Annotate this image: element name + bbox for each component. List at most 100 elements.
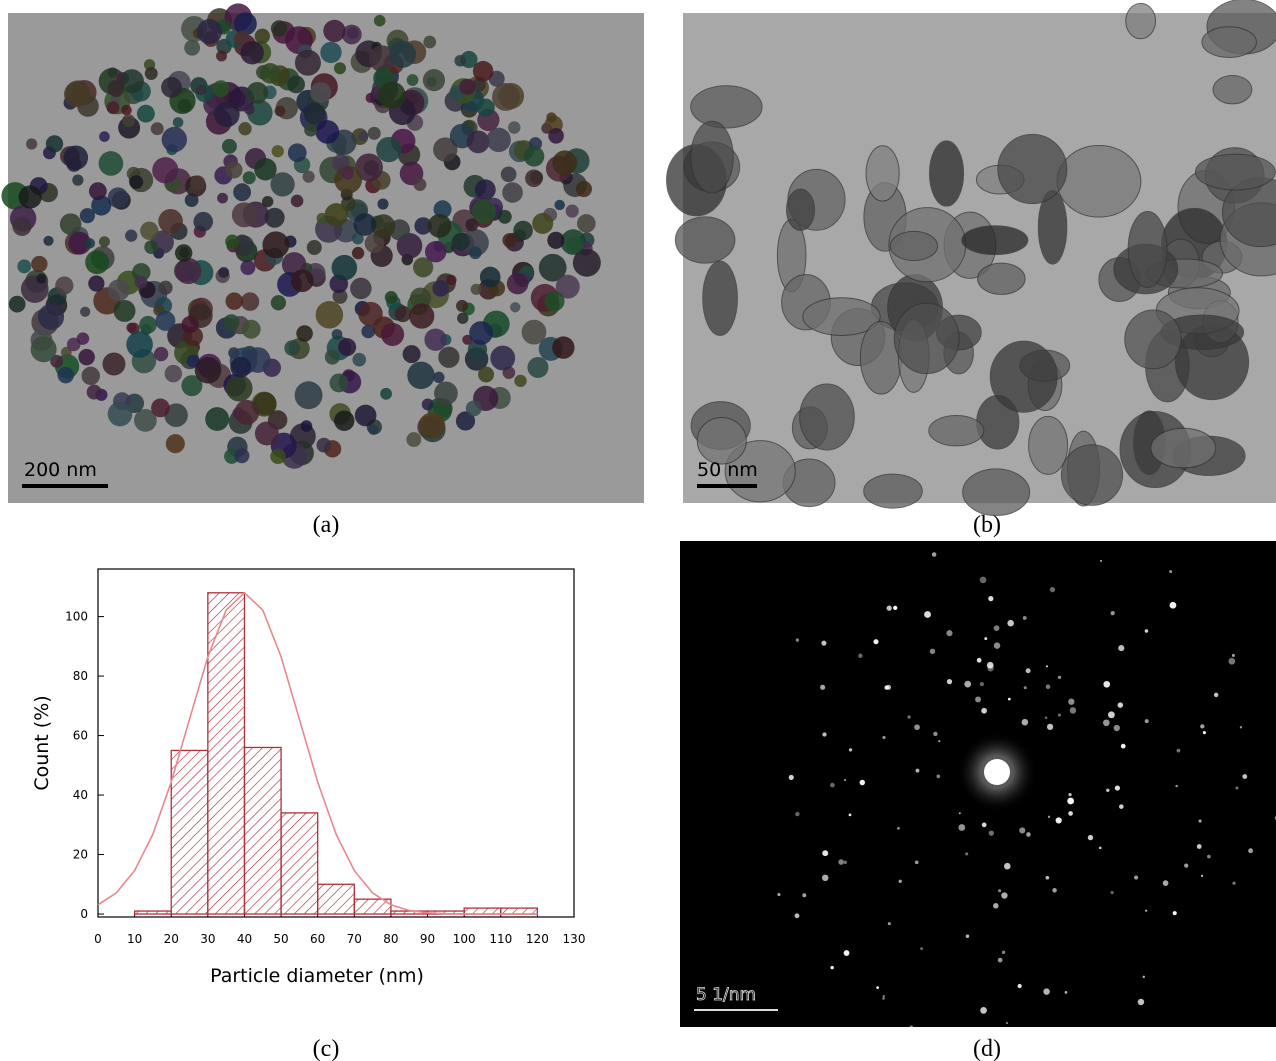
spot xyxy=(1197,844,1202,849)
spot xyxy=(1240,726,1242,728)
spot xyxy=(1068,793,1071,796)
particle xyxy=(212,80,229,97)
particle xyxy=(894,303,959,373)
x-tick-label: 10 xyxy=(127,932,142,946)
spot xyxy=(1046,876,1050,880)
particle xyxy=(554,200,564,210)
spot xyxy=(1043,988,1050,995)
spot xyxy=(924,611,931,618)
particle xyxy=(291,269,314,292)
y-tick-label: 40 xyxy=(73,788,88,802)
spot xyxy=(830,966,833,969)
spot xyxy=(821,641,826,646)
spot xyxy=(1145,719,1149,723)
particle xyxy=(158,209,183,234)
particle xyxy=(407,74,419,86)
particle xyxy=(240,260,255,275)
spot xyxy=(1043,517,1047,521)
spot xyxy=(844,779,846,781)
panel-label: (b) xyxy=(973,512,1001,538)
particle xyxy=(232,202,257,227)
x-tick-label: 70 xyxy=(347,932,362,946)
scale-label: 50 nm xyxy=(697,459,758,481)
particle xyxy=(353,213,376,236)
spot xyxy=(1001,892,1007,898)
particle xyxy=(218,267,229,278)
particle xyxy=(226,161,243,178)
spot xyxy=(1026,668,1031,673)
particle xyxy=(64,145,89,170)
particle xyxy=(31,256,47,272)
y-tick-label: 80 xyxy=(73,669,88,683)
particle xyxy=(99,236,110,247)
particle xyxy=(38,304,64,330)
spot xyxy=(1047,724,1053,730)
particle xyxy=(691,86,762,128)
particle xyxy=(547,232,564,249)
particle xyxy=(223,314,240,331)
particle xyxy=(1202,27,1257,58)
particle xyxy=(477,99,495,117)
bar xyxy=(244,747,281,914)
particle xyxy=(334,62,346,74)
particle xyxy=(368,425,378,435)
particle xyxy=(864,474,923,508)
spot xyxy=(1018,984,1022,988)
spot xyxy=(1056,817,1062,823)
particle xyxy=(135,276,148,289)
particle xyxy=(368,127,381,140)
particle xyxy=(317,438,332,453)
spot xyxy=(1050,587,1055,592)
particle xyxy=(108,402,133,427)
particle xyxy=(108,279,130,301)
particle xyxy=(78,349,94,365)
spot xyxy=(849,814,852,817)
particle xyxy=(85,238,95,248)
particle xyxy=(329,373,348,392)
particle xyxy=(193,212,213,232)
spot xyxy=(1045,716,1048,719)
particle xyxy=(155,311,175,331)
particle xyxy=(1151,428,1216,468)
particle xyxy=(121,105,132,116)
spot xyxy=(1114,725,1120,731)
x-tick-label: 60 xyxy=(310,932,325,946)
particle xyxy=(233,183,251,201)
spot xyxy=(958,824,965,831)
particle xyxy=(262,231,289,258)
particle xyxy=(514,375,526,387)
x-tick-label: 40 xyxy=(237,932,252,946)
particle xyxy=(88,275,104,291)
spot xyxy=(988,596,993,601)
particle xyxy=(18,185,41,208)
particle xyxy=(341,167,354,180)
spot xyxy=(1065,991,1068,994)
particle xyxy=(254,158,277,181)
spot xyxy=(1232,882,1235,885)
particle xyxy=(385,291,398,304)
particle xyxy=(1029,416,1068,474)
particle xyxy=(527,357,548,378)
particle xyxy=(501,166,517,182)
particle xyxy=(532,213,553,234)
spot xyxy=(965,852,968,855)
spot xyxy=(777,893,780,896)
particle xyxy=(490,346,515,371)
particle xyxy=(471,284,482,295)
spot xyxy=(936,775,940,779)
particle xyxy=(296,325,313,342)
spot xyxy=(998,889,1001,892)
particle xyxy=(107,101,120,114)
spot xyxy=(982,823,987,828)
particle xyxy=(80,307,90,317)
spot xyxy=(1100,560,1102,562)
particle xyxy=(205,407,229,431)
particle xyxy=(320,42,341,63)
particle xyxy=(414,178,427,191)
particle xyxy=(513,221,533,241)
particle xyxy=(166,434,185,453)
particle xyxy=(55,276,73,294)
particle xyxy=(225,235,239,249)
particle xyxy=(1126,3,1156,38)
particle xyxy=(126,323,136,333)
